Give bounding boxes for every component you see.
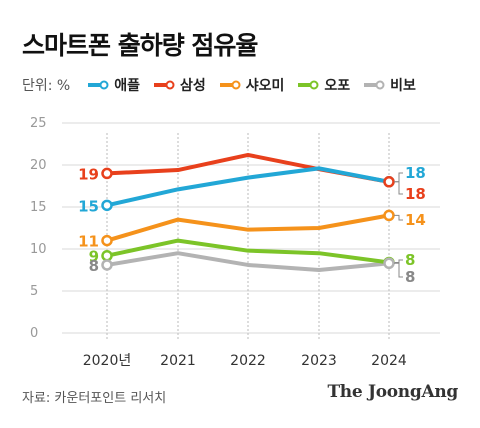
- end-leader-0: [394, 172, 403, 183]
- start-point-0: [101, 199, 113, 212]
- unit-label: 단위: %: [22, 78, 71, 94]
- start-point-3: [101, 249, 113, 262]
- legend: 단위: % 애플 삼성 샤오미 오포 비보: [22, 75, 430, 95]
- y-tick-label: 25: [30, 116, 47, 131]
- start-value-label: 9: [89, 248, 99, 266]
- start-point-2: [101, 234, 113, 247]
- legend-marker-apple: [88, 80, 109, 90]
- legend-label-apple: 애플: [114, 78, 140, 94]
- x-tick-label: 2020년: [83, 353, 132, 369]
- legend-item-apple: 애플: [88, 75, 140, 95]
- legend-item-samsung: 삼성: [154, 75, 206, 95]
- start-value-label: 19: [78, 165, 99, 183]
- legend-marker-oppo: [298, 80, 319, 90]
- end-leader-4: [394, 262, 403, 278]
- start-point-1: [101, 167, 113, 180]
- start-value-label: 11: [78, 233, 99, 251]
- brand-logo: The JoongAng: [327, 382, 458, 402]
- start-point-4: [101, 259, 113, 271]
- y-tick-label: 0: [30, 326, 38, 341]
- legend-item-xiaomi: 샤오미: [219, 75, 285, 95]
- end-value-label: 14: [405, 211, 426, 229]
- end-leader-3: [394, 259, 403, 263]
- start-value-label: 8: [89, 257, 99, 275]
- legend-label-oppo: 오포: [324, 78, 351, 94]
- end-value-label: 18: [405, 164, 426, 182]
- end-point-4: [383, 257, 395, 270]
- end-value-label: 8: [405, 268, 415, 286]
- start-value-label: 15: [78, 197, 99, 215]
- y-tick-label: 10: [30, 242, 47, 257]
- legend-item-oppo: 오포: [298, 75, 350, 95]
- legend-marker-samsung: [154, 80, 175, 90]
- legend-marker-xiaomi: [219, 80, 241, 90]
- legend-marker-vivo: [364, 80, 385, 90]
- x-tick-label: 2023: [301, 353, 337, 369]
- x-tick-label: 2021: [160, 353, 196, 369]
- end-value-label: 8: [405, 251, 415, 269]
- legend-label-samsung: 삼성: [180, 78, 206, 94]
- x-tick-label: 2024: [371, 353, 407, 369]
- y-tick-label: 20: [30, 158, 47, 173]
- end-value-label: 18: [405, 185, 426, 203]
- end-point-1: [383, 176, 395, 188]
- end-point-2: [383, 209, 395, 222]
- legend-label-xiaomi: 샤오미: [245, 78, 285, 94]
- y-tick-label: 15: [30, 200, 47, 215]
- legend-label-vivo: 비보: [390, 78, 416, 94]
- series-line-0: [105, 166, 391, 208]
- series-line-2: [105, 213, 391, 243]
- y-tick-label: 5: [30, 284, 38, 299]
- series-line-3: [105, 238, 391, 265]
- x-tick-label: 2022: [230, 353, 266, 369]
- chart-title: 스마트폰 출하량 점유율: [22, 31, 258, 60]
- legend-item-vivo: 비보: [364, 75, 416, 95]
- end-leader-2: [394, 214, 403, 221]
- source-note: 자료: 카운터포인트 리서치: [22, 391, 167, 406]
- series-line-4: [105, 251, 391, 272]
- end-leader-1: [394, 181, 403, 195]
